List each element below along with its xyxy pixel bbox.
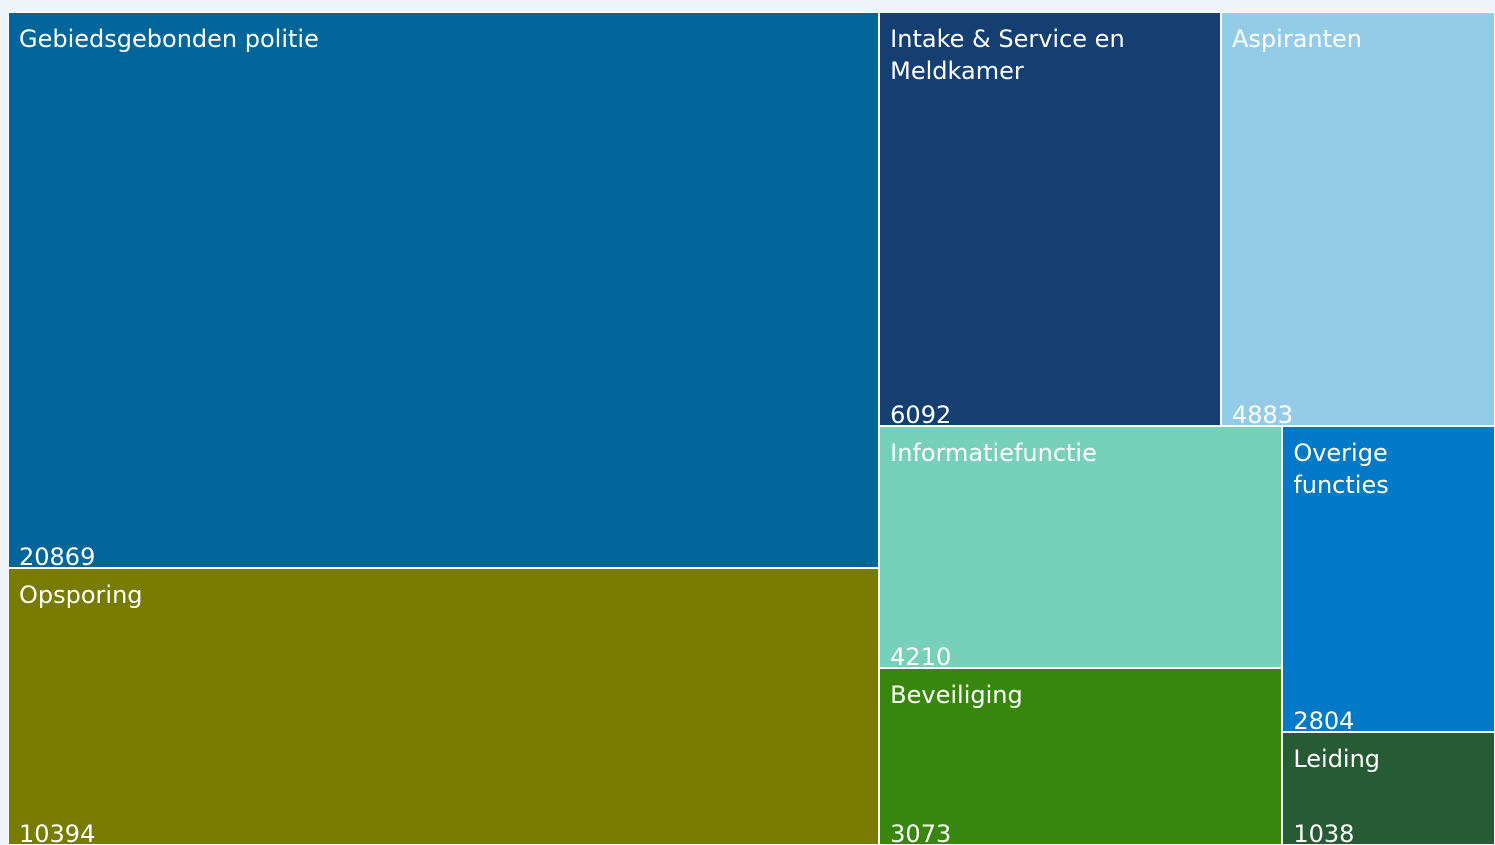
value-label: 4210 xyxy=(890,643,952,668)
value-label: 1038 xyxy=(1293,819,1355,844)
treemap-cell: Leiding 1038 xyxy=(1283,732,1494,844)
cell-label: Gebiedsgebonden politie xyxy=(19,25,319,53)
value-label: 2804 xyxy=(1293,706,1355,731)
treemap-cell: Opsporing 10394 xyxy=(9,569,879,844)
value-label: 6092 xyxy=(890,400,952,425)
treemap-cell: Intake & Service en Meldkamer 6092 xyxy=(880,13,1220,425)
treemap-cell: Informatiefunctie 4210 xyxy=(880,426,1282,668)
cell-label: Opsporing xyxy=(19,581,143,610)
value-label: 10394 xyxy=(19,819,96,844)
cell-label: Intake & Service en Meldkamer xyxy=(890,25,1125,85)
cell-label: Beveiliging xyxy=(890,681,1023,710)
treemap: Gebiedsgebonden politie 20869 Opsporing 103… xyxy=(8,12,1495,845)
value-label: 4883 xyxy=(1232,400,1294,425)
value-label: 20869 xyxy=(19,543,96,568)
cell-label: Overige functies xyxy=(1293,438,1389,499)
treemap-cell: Aspiranten 4883 xyxy=(1222,13,1494,425)
treemap-cell: Beveiliging 3073 xyxy=(880,669,1282,844)
value-label: 3073 xyxy=(890,819,952,844)
treemap-cell: Gebiedsgebonden politie 20869 xyxy=(9,13,879,568)
treemap-cell: Overige functies 2804 xyxy=(1283,426,1494,731)
cell-label: Leiding xyxy=(1293,744,1381,773)
cell-label: Aspiranten xyxy=(1232,25,1362,53)
cell-label: Informatiefunctie xyxy=(890,438,1097,467)
